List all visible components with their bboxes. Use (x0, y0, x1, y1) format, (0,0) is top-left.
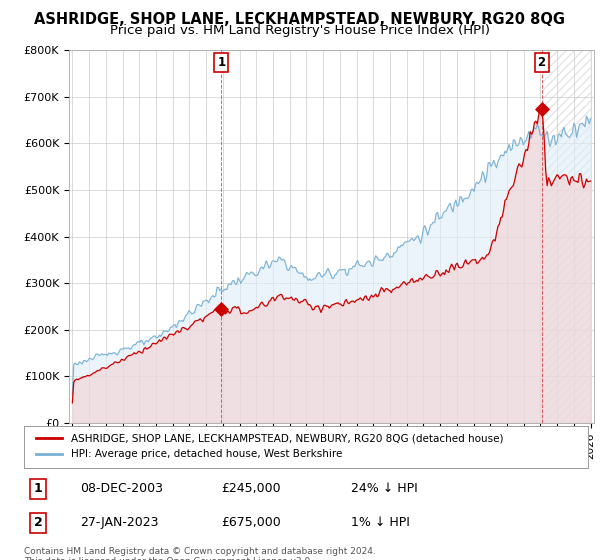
Legend: ASHRIDGE, SHOP LANE, LECKHAMPSTEAD, NEWBURY, RG20 8QG (detached house), HPI: Ave: ASHRIDGE, SHOP LANE, LECKHAMPSTEAD, NEWB… (32, 430, 507, 463)
Point (537, 104, 547, 113)
Text: £245,000: £245,000 (221, 482, 281, 495)
Text: Price paid vs. HM Land Registry's House Price Index (HPI): Price paid vs. HM Land Registry's House … (110, 24, 490, 36)
Text: 24% ↓ HPI: 24% ↓ HPI (351, 482, 418, 495)
Text: 1: 1 (34, 482, 43, 495)
Text: 1% ↓ HPI: 1% ↓ HPI (351, 516, 410, 529)
Text: 2: 2 (34, 516, 43, 529)
Text: 27-JAN-2023: 27-JAN-2023 (80, 516, 159, 529)
Point (217, 304, 226, 313)
Text: ASHRIDGE, SHOP LANE, LECKHAMPSTEAD, NEWBURY, RG20 8QG: ASHRIDGE, SHOP LANE, LECKHAMPSTEAD, NEWB… (35, 12, 566, 27)
Text: £675,000: £675,000 (221, 516, 281, 529)
Text: 08-DEC-2003: 08-DEC-2003 (80, 482, 163, 495)
Text: 2: 2 (538, 56, 546, 69)
Text: Contains HM Land Registry data © Crown copyright and database right 2024.
This d: Contains HM Land Registry data © Crown c… (24, 547, 376, 560)
Text: 1: 1 (217, 56, 226, 69)
